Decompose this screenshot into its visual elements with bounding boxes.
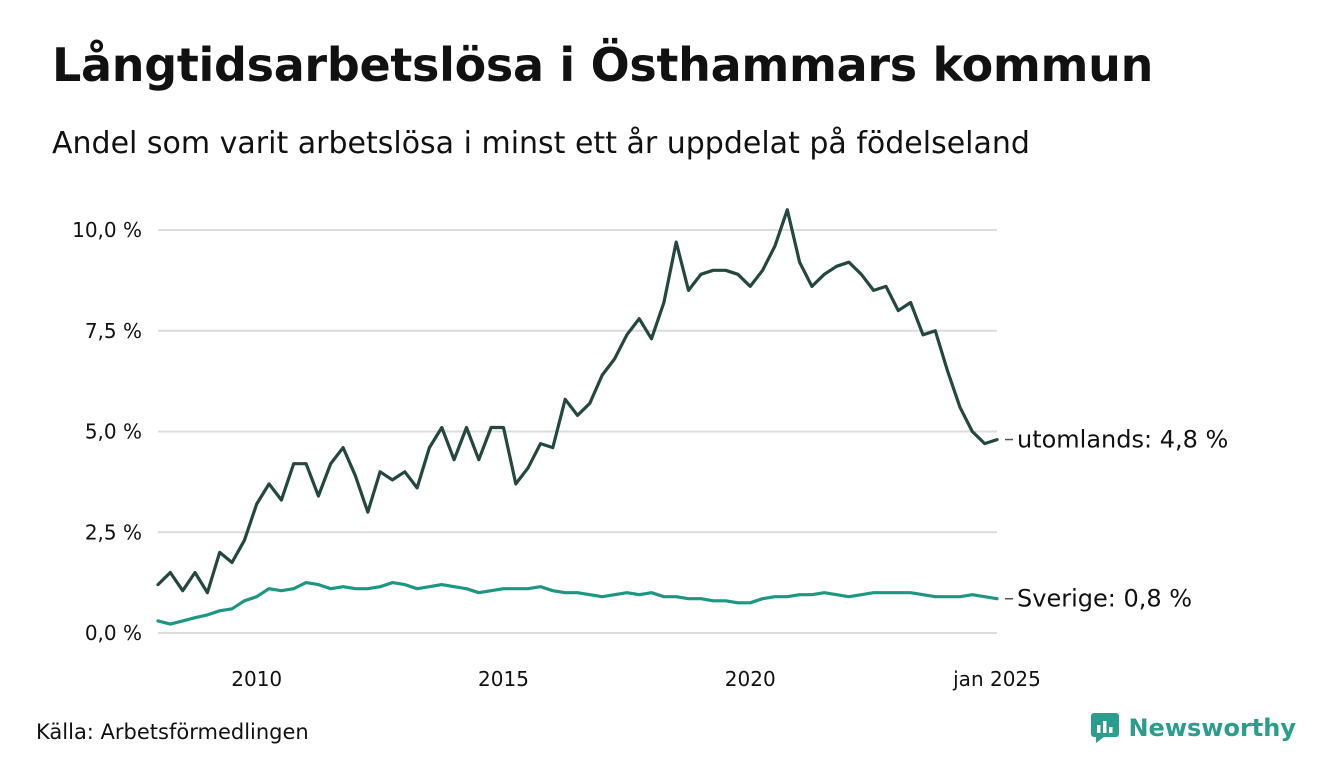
y-tick-label: 10,0 % <box>72 218 142 242</box>
brand-name: Newsworthy <box>1128 714 1296 742</box>
series-line-utomlands <box>156 208 999 595</box>
y-tick-label: 2,5 % <box>85 520 142 544</box>
y-tick-label: 5,0 % <box>85 420 142 444</box>
x-tick-label: 2020 <box>725 667 776 691</box>
y-tick-label: 0,0 % <box>85 621 142 645</box>
brand-logo[interactable]: Newsworthy <box>1090 712 1296 744</box>
series-end-label-sverige: Sverige: 0,8 % <box>1017 585 1192 613</box>
x-tick-label: jan 2025 <box>952 667 1041 691</box>
chart-title: Långtidsarbetslösa i Östhammars kommun <box>52 38 1154 92</box>
chart-subtitle: Andel som varit arbetslösa i minst ett å… <box>52 126 1030 161</box>
x-tick-label: 2015 <box>478 667 529 691</box>
x-tick-label: 2010 <box>231 667 282 691</box>
newsworthy-logo-icon <box>1091 713 1120 743</box>
source-note: Källa: Arbetsförmedlingen <box>36 720 309 744</box>
y-tick-label: 7,5 % <box>85 319 142 343</box>
line-chart: 0,0 % 2,5 % 5,0 % 7,5 % 10,0 % 2010 2015 2020 ja… <box>72 208 1228 691</box>
series-end-label-utomlands: utomlands: 4,8 % <box>1017 426 1228 454</box>
series-line-sverige <box>156 580 999 626</box>
